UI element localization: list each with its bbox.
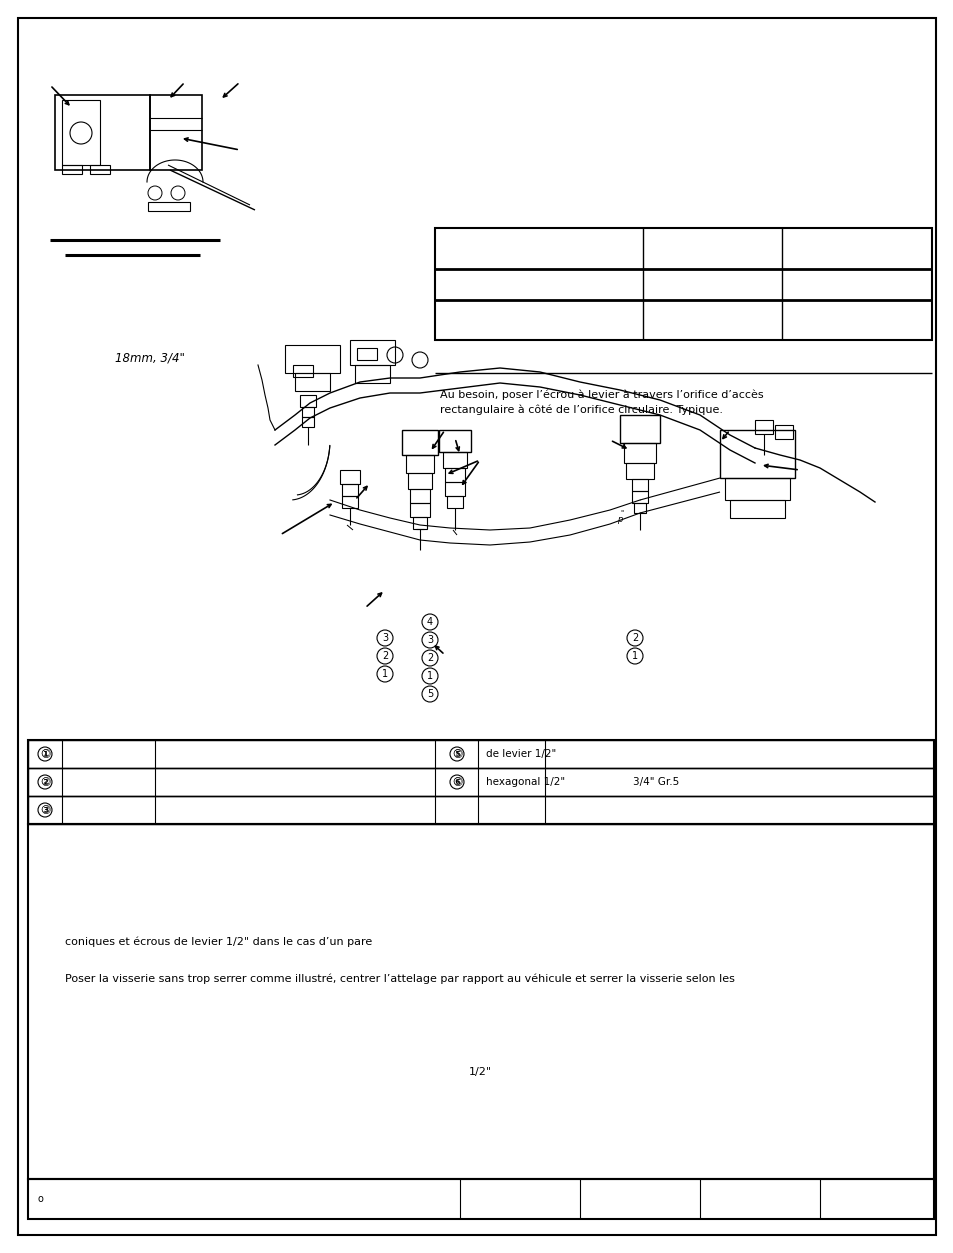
Text: 2: 2 xyxy=(381,652,388,662)
Bar xyxy=(293,365,313,377)
Text: 3: 3 xyxy=(381,633,388,643)
Text: o: o xyxy=(38,1194,44,1204)
Bar xyxy=(408,472,432,489)
Text: hexagonal 1/2": hexagonal 1/2" xyxy=(485,777,564,787)
Text: ②: ② xyxy=(40,776,51,788)
Bar xyxy=(285,345,339,373)
Bar xyxy=(90,165,110,174)
Bar xyxy=(28,741,933,824)
Bar xyxy=(150,95,202,170)
Bar xyxy=(28,796,933,824)
Bar xyxy=(28,1179,933,1219)
Text: ⑥: ⑥ xyxy=(452,777,461,787)
Bar xyxy=(438,430,471,452)
Text: ①: ① xyxy=(40,749,50,759)
Bar xyxy=(341,484,357,496)
Bar xyxy=(410,502,430,517)
Text: coniques et écrous de levier 1/2" dans le cas d’un pare: coniques et écrous de levier 1/2" dans l… xyxy=(65,937,372,947)
Text: ⑤: ⑤ xyxy=(452,749,461,759)
Bar xyxy=(724,477,789,500)
Text: ③: ③ xyxy=(40,804,50,814)
Text: p: p xyxy=(617,515,622,525)
Text: 2: 2 xyxy=(631,633,638,643)
Text: 4: 4 xyxy=(427,616,433,626)
Bar xyxy=(631,491,647,502)
Text: ⑤: ⑤ xyxy=(452,748,462,761)
Text: 18mm, 3/4": 18mm, 3/4" xyxy=(115,352,185,365)
Bar xyxy=(444,482,464,496)
Bar xyxy=(413,517,427,529)
Text: Poser la visserie sans trop serrer comme illustré, centrer l’attelage par rappor: Poser la visserie sans trop serrer comme… xyxy=(65,974,734,985)
Bar xyxy=(619,415,659,444)
Bar xyxy=(406,455,434,472)
Text: 5: 5 xyxy=(426,689,433,699)
Bar xyxy=(62,100,100,165)
Text: 1/2": 1/2" xyxy=(468,1068,491,1078)
Text: 3/4" Gr.5: 3/4" Gr.5 xyxy=(633,777,679,787)
Bar xyxy=(55,95,150,170)
Text: 3: 3 xyxy=(427,635,433,645)
Bar xyxy=(28,824,933,1179)
Bar xyxy=(401,430,437,455)
Bar xyxy=(625,464,654,479)
Bar xyxy=(634,502,645,512)
Bar xyxy=(28,741,933,768)
Bar xyxy=(28,768,933,796)
Text: de levier 1/2": de levier 1/2" xyxy=(485,749,556,759)
Bar xyxy=(302,417,314,427)
Bar xyxy=(339,470,359,484)
Bar xyxy=(355,365,390,383)
Bar xyxy=(442,452,467,469)
Text: ②: ② xyxy=(40,777,50,787)
Text: 1: 1 xyxy=(631,652,638,662)
Bar xyxy=(623,444,656,464)
Bar xyxy=(435,228,931,340)
Text: 1: 1 xyxy=(381,669,388,679)
Bar xyxy=(299,395,315,407)
Text: ": " xyxy=(619,509,623,515)
Bar xyxy=(148,202,190,211)
Text: Au besoin, poser l’écrou à levier à travers l’orifice d’accès
rectangulaire à cô: Au besoin, poser l’écrou à levier à trav… xyxy=(439,390,762,415)
Bar xyxy=(729,500,784,517)
Bar xyxy=(774,425,792,439)
Text: 2: 2 xyxy=(426,653,433,663)
Text: ⑥: ⑥ xyxy=(452,776,462,788)
Bar xyxy=(720,430,794,477)
Bar xyxy=(62,165,82,174)
Bar xyxy=(444,469,464,482)
Text: ①: ① xyxy=(40,748,51,761)
Bar xyxy=(294,373,330,391)
Text: ③: ③ xyxy=(40,803,51,817)
Bar xyxy=(631,479,647,491)
Bar xyxy=(302,407,314,417)
Bar xyxy=(350,340,395,365)
Bar xyxy=(410,489,430,502)
Bar xyxy=(754,420,772,434)
Text: 1: 1 xyxy=(427,672,433,680)
Bar xyxy=(447,496,462,507)
Bar xyxy=(356,348,376,360)
Bar xyxy=(341,496,357,507)
